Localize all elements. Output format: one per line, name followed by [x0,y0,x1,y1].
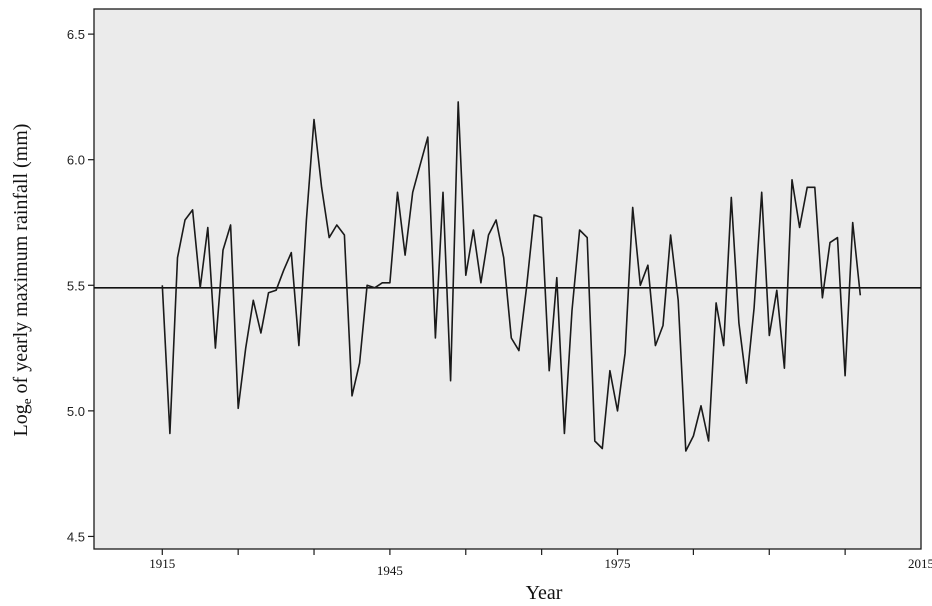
y-tick-label: 5.5 [67,278,85,293]
y-axis-title-rest: of yearly maximum rainfall (mm) [10,124,32,399]
y-axis-title-subscript: e [19,398,34,404]
x-axis: 1915 1945 1975 2015 [149,549,932,578]
x-tick-label: 1915 [149,556,175,571]
x-tick-label: 1945 [377,563,403,578]
x-tick-label: 2015 [908,556,932,571]
y-axis-title: Loge of yearly maximum rainfall (mm) [10,124,34,437]
y-tick-label: 5.0 [67,404,85,419]
y-tick-label: 6.0 [67,153,85,168]
y-axis: 4.5 5.0 5.5 6.0 6.5 [67,27,94,544]
y-axis-title-main: Log [10,404,32,436]
x-axis-title: Year [526,582,563,604]
series-line-rainfall [161,101,862,452]
x-tick-label: 1975 [605,556,631,571]
plot-background [93,8,922,550]
y-tick-label: 4.5 [67,529,85,544]
y-tick-label: 6.5 [67,27,85,42]
